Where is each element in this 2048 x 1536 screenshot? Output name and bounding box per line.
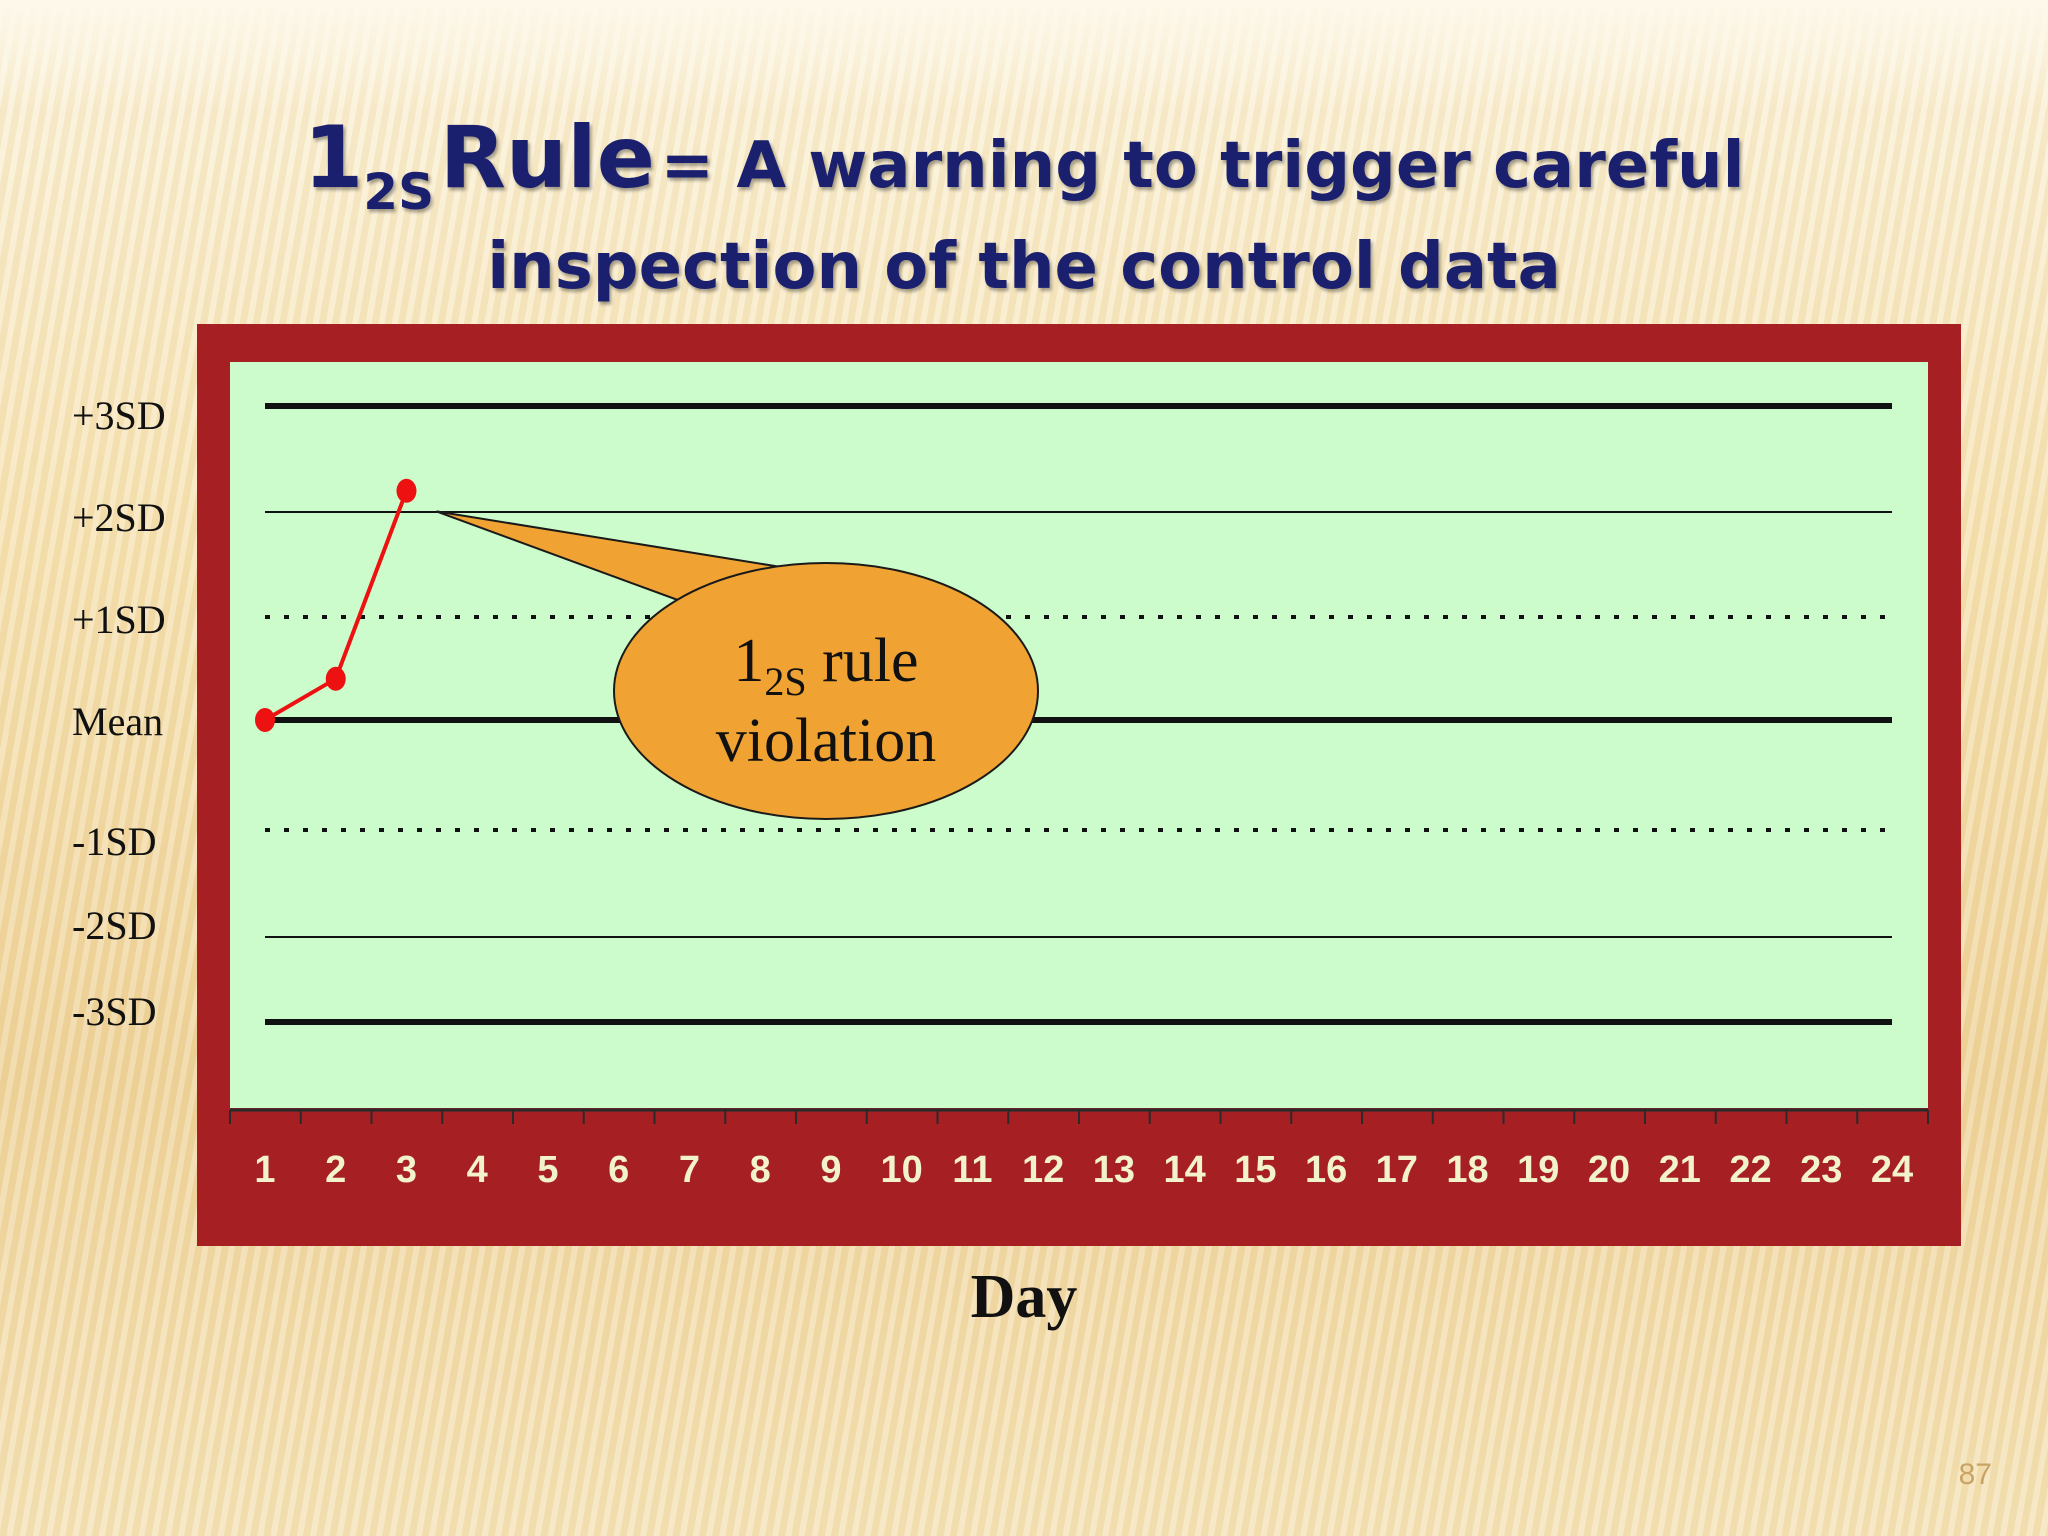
title-number: 1 (303, 108, 364, 208)
callout-text-line1: 12S rule (733, 627, 918, 704)
data-point (255, 708, 275, 732)
x-tick-label: 12 (1022, 1149, 1064, 1191)
data-point (396, 478, 417, 503)
sd-label-plus3: +3SD (72, 393, 166, 438)
slide-title-line2: inspection of the control data (0, 230, 2048, 310)
callout-seam (688, 570, 779, 605)
x-tick-label: 7 (679, 1149, 700, 1191)
x-tick-label: 15 (1234, 1149, 1276, 1191)
sd-label-minus2: -2SD (72, 903, 157, 948)
x-axis-title: Day (970, 1263, 1078, 1331)
sd-label-minus3: -3SD (72, 989, 157, 1034)
x-tick-label: 18 (1446, 1149, 1488, 1191)
x-tick-label: 3 (396, 1149, 417, 1191)
chart-frame: 1 2 3 4 5 6 7 8 9 10 11 12 13 14 15 16 17 18 19 20 21 22 23 24 1… (197, 324, 1961, 1246)
callout-number: 1 (733, 627, 764, 695)
callout-rule-word: rule (807, 627, 919, 695)
slide-title-line1: 12S Rule = A warning to trigger careful (0, 108, 2048, 221)
x-tick-label: 11 (952, 1149, 992, 1191)
x-tick-label: 4 (467, 1149, 488, 1191)
x-tick-label: 13 (1093, 1149, 1135, 1191)
x-tick-label: 17 (1376, 1149, 1418, 1191)
callout-bubble (613, 562, 1039, 820)
sd-label-plus2: +2SD (72, 495, 166, 540)
x-tick-label: 22 (1729, 1149, 1771, 1191)
x-tick-label: 6 (608, 1149, 629, 1191)
x-tick-label: 19 (1517, 1149, 1559, 1191)
x-tick-label: 20 (1588, 1149, 1630, 1191)
page-number: 87 (1958, 1458, 1992, 1491)
x-tick-label: 5 (537, 1149, 558, 1191)
title-line2-text: inspection of the control data (487, 230, 1561, 304)
x-tick-label: 10 (881, 1149, 923, 1191)
plot-area (230, 362, 1928, 1108)
x-tick-label: 14 (1163, 1149, 1205, 1191)
top-highlight-band (0, 0, 2048, 110)
sd-label-plus1: +1SD (72, 597, 166, 642)
x-tick-label: 16 (1305, 1149, 1347, 1191)
x-tick-label: 21 (1659, 1149, 1701, 1191)
data-point (325, 666, 346, 691)
control-chart: 1 2 3 4 5 6 7 8 9 10 11 12 13 14 15 16 17 18 19 20 21 22 23 241… (229, 403, 1929, 1191)
title-rest: = A warning to trigger careful (660, 129, 1745, 203)
x-tick-label: 1 (254, 1149, 275, 1191)
x-tick-label: 2 (325, 1149, 346, 1191)
x-tick-label: 24 (1871, 1149, 1913, 1191)
x-tick-label: 23 (1800, 1149, 1842, 1191)
sd-label-mean: Mean (72, 699, 164, 744)
title-rule-word: Rule (439, 108, 655, 208)
sd-label-minus1: -1SD (72, 819, 157, 864)
x-tick-label: 9 (820, 1149, 841, 1191)
callout-text-line2: violation (716, 707, 936, 775)
x-tick-label: 8 (750, 1149, 771, 1191)
title-subscript: 2S (363, 163, 435, 221)
callout-subscript: 2S (764, 659, 806, 704)
